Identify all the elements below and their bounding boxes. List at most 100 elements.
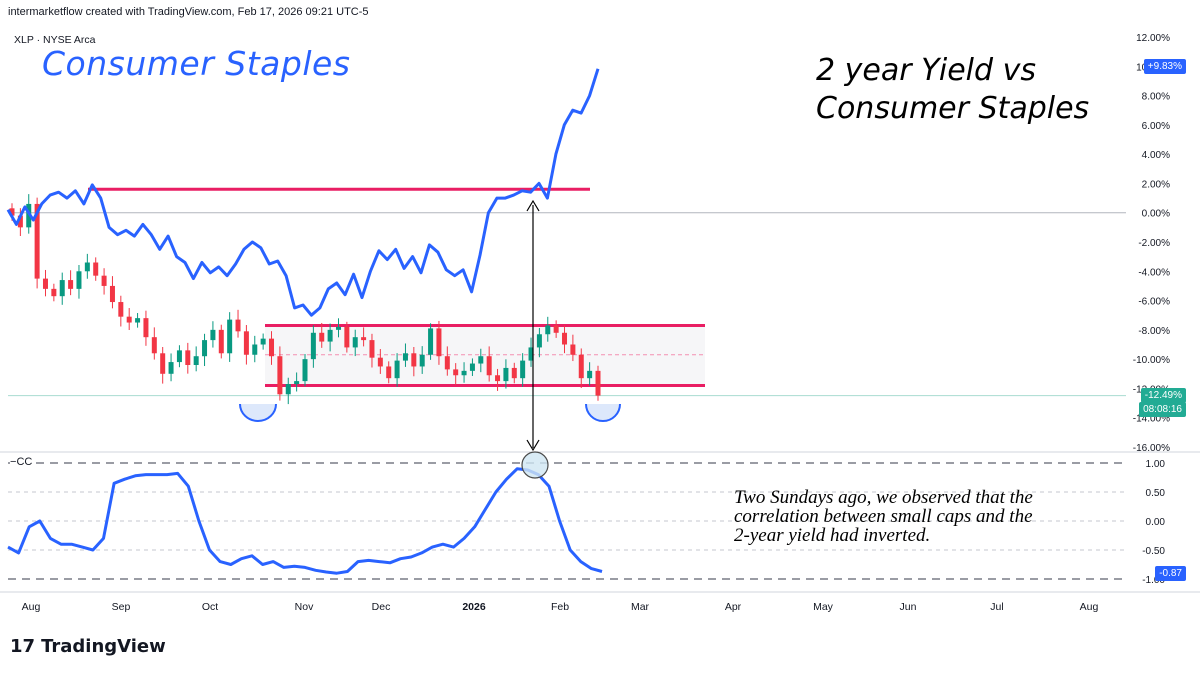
candle-body [310,332,316,360]
symbol-label: XLP · NYSE Arca [14,34,96,46]
candle-body [84,262,90,272]
arrow-head-down [526,439,540,452]
candle-body [503,367,509,382]
candle-body [369,340,375,358]
candle-body [168,362,174,374]
note-text: Two Sundays ago, we observed that the co… [734,488,1114,545]
candle-body [151,337,157,354]
cc-tick-label: -0.50 [1142,546,1165,557]
x-tick-label: 2026 [462,601,486,613]
right-title-line2: Consumer Staples [816,91,1090,126]
candle-body [193,356,199,365]
candle-body [545,325,551,335]
candle-body [344,326,350,348]
cc-tick-label: 0.00 [1146,517,1166,528]
candle-body [243,331,249,355]
candle-body [51,288,57,297]
yield-line [6,68,600,317]
tradingview-logo[interactable]: 17 TradingView [10,636,166,657]
candle-body [536,334,542,348]
candle-body [218,329,224,354]
candle-body [76,271,82,289]
x-tick-label: Apr [725,601,742,613]
tradingview-logo-icon: 17 [10,636,36,657]
candle-body [269,338,275,357]
candle-body [453,369,459,376]
x-tick-label: May [813,601,834,613]
candle-body [9,208,15,216]
cc-tick-label: 1.00 [1146,459,1166,470]
candle-body [327,329,333,342]
candle-body [302,359,308,382]
candle-body [595,370,601,396]
candle-body [135,318,141,323]
xlp-last-tag: -12.49% [1140,388,1186,403]
candle-body [402,353,408,361]
candle-body [478,356,484,364]
candle-body [587,370,593,379]
note-line1: Two Sundays ago, we observed that the [734,487,1033,508]
x-tick-label: Feb [551,601,569,613]
right-title-line1: 2 year Yield vs [816,53,1036,88]
candle-body [436,328,442,357]
candle-body [361,337,367,341]
note-line2: correlation between small caps and the [734,506,1033,527]
grid-lines [0,212,1200,593]
axes: Aug Sep Oct Nov Dec 2026 Feb Mar Apr May Jun Jul Aug… [22,33,1170,613]
candle-body [386,366,392,379]
chart-credit: intermarketflow created with TradingView… [8,6,369,18]
candle-body [235,319,241,332]
y-tick-label: -8.00% [1138,326,1170,337]
candle-body [160,353,166,374]
candle-body [285,384,291,395]
x-tick-label: Jul [990,601,1003,613]
candle-body [319,332,325,342]
x-tick-label: Sep [112,601,131,613]
note-line3: 2-year yield had inverted. [734,525,931,546]
cc-last-tag: -0.87 [1155,566,1186,581]
candle-body [260,338,266,345]
candle-body [520,360,526,379]
y-tick-label: 2.00% [1142,179,1170,190]
candle-body [277,356,283,395]
arrow-head-up [526,199,540,212]
right-title: 2 year Yield vs Consumer Staples [816,52,1136,128]
bottom-marker-left [239,403,277,422]
cc-tick-label: 0.50 [1146,488,1166,499]
candle-body [202,340,208,357]
x-tick-label: Aug [1080,601,1099,613]
candle-body [486,356,492,376]
x-tick-label: Dec [372,601,391,613]
x-tick-label: Oct [202,601,218,613]
candle-body [42,278,48,289]
candle-body [101,275,107,286]
y-tick-label: -2.00% [1138,238,1170,249]
y-tick-label: -14.00% [1133,414,1170,425]
y-tick-label: 6.00% [1142,121,1170,132]
candle-body [377,357,383,367]
candlestick-series [9,194,601,405]
x-tick-label: Nov [295,601,314,613]
cc-tick-label: -1.00 [1142,575,1165,586]
candle-body [294,381,300,385]
candle-body [411,353,417,367]
candle-body [553,325,559,333]
candle-body [394,360,400,379]
y-tick-label: 0.00% [1142,209,1170,220]
candle-body [59,280,65,297]
annotation-marks [239,199,621,479]
candle-body [227,319,233,354]
x-tick-label: Aug [22,601,41,613]
candle-body [511,367,517,379]
y-tick-label: 8.00% [1142,92,1170,103]
candle-body [352,337,358,348]
candle-body [252,344,258,355]
candle-body [469,363,475,371]
bottom-marker-right [585,403,621,422]
peak-marker-circle [521,451,549,479]
candle-body [495,375,501,382]
y-tick-label: 4.00% [1142,150,1170,161]
y-tick-label: -16.00% [1133,443,1170,454]
cc-pane-label: −CC [10,456,33,468]
